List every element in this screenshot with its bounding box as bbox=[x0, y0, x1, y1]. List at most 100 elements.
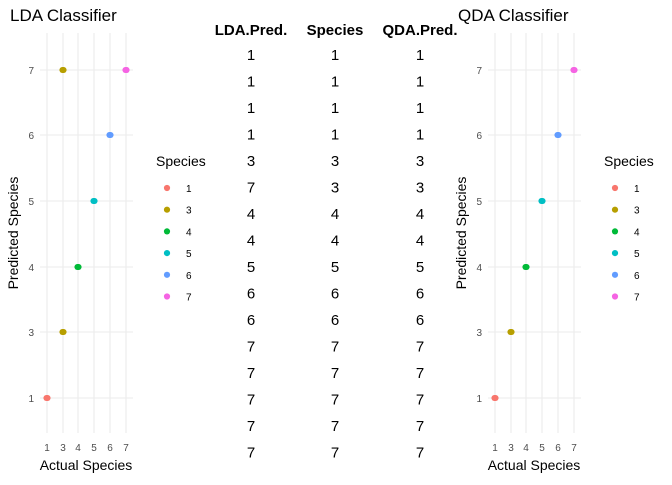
table-cell: 7 bbox=[331, 445, 339, 462]
table-cell: 1 bbox=[247, 100, 255, 117]
table-cell: 6 bbox=[331, 286, 339, 303]
qda-y-tick-label: 5 bbox=[476, 197, 482, 208]
qda-legend-label: 7 bbox=[634, 293, 640, 304]
qda-data-point bbox=[539, 198, 546, 204]
qda-legend-key bbox=[611, 293, 619, 300]
table-cell: 1 bbox=[416, 100, 424, 117]
table-cell: 4 bbox=[331, 206, 339, 223]
table-cell: 3 bbox=[416, 180, 424, 197]
lda-x-tick-label: 7 bbox=[123, 443, 129, 454]
table-cell: 1 bbox=[416, 47, 424, 64]
table-cell: 3 bbox=[331, 180, 339, 197]
table-cell: 1 bbox=[247, 127, 255, 144]
qda-y-tick-label: 7 bbox=[476, 66, 482, 77]
lda-y-tick-label: 3 bbox=[28, 328, 34, 339]
qda-legend-title: Species bbox=[604, 153, 654, 169]
table-cell: 1 bbox=[331, 74, 339, 91]
lda-legend-label: 1 bbox=[186, 184, 192, 195]
qda-legend-label: 3 bbox=[634, 206, 640, 217]
table-cell: 3 bbox=[247, 153, 255, 170]
table-cell: 7 bbox=[416, 418, 424, 435]
lda-legend-label: 4 bbox=[186, 227, 192, 238]
qda-legend-label: 5 bbox=[634, 249, 640, 260]
qda-x-tick-label: 5 bbox=[539, 443, 545, 454]
lda-x-tick-label: 6 bbox=[107, 443, 113, 454]
lda-data-point bbox=[91, 198, 98, 204]
qda-legend-key bbox=[611, 228, 619, 235]
table-cell: 7 bbox=[331, 339, 339, 356]
table-cell: 7 bbox=[331, 418, 339, 435]
lda-legend-title: Species bbox=[156, 153, 206, 169]
table-cell: 7 bbox=[247, 365, 255, 382]
lda-x-tick-label: 5 bbox=[91, 443, 97, 454]
lda-y-tick-label: 7 bbox=[28, 66, 34, 77]
lda-data-point bbox=[44, 395, 51, 401]
table-cell: 4 bbox=[416, 233, 424, 250]
table-cell: 1 bbox=[247, 74, 255, 91]
table-cell: 7 bbox=[247, 418, 255, 435]
qda-legend-label: 1 bbox=[634, 184, 640, 195]
table-column-header: Species bbox=[307, 22, 364, 39]
lda-x-tick-label: 3 bbox=[60, 443, 66, 454]
lda-data-point bbox=[107, 132, 114, 138]
lda-y-tick-label: 5 bbox=[28, 197, 34, 208]
table-cell: 7 bbox=[331, 392, 339, 409]
table-cell: 7 bbox=[416, 392, 424, 409]
table-cell: 3 bbox=[416, 153, 424, 170]
lda-y-tick-label: 1 bbox=[28, 394, 34, 405]
table-cell: 4 bbox=[416, 206, 424, 223]
qda-y-tick-label: 3 bbox=[476, 328, 482, 339]
qda-y-tick-label: 1 bbox=[476, 394, 482, 405]
table-cell: 6 bbox=[247, 286, 255, 303]
table-cell: 1 bbox=[331, 47, 339, 64]
qda-x-tick-label: 4 bbox=[523, 443, 529, 454]
qda-legend-key bbox=[611, 250, 619, 257]
lda-y-axis-label: Predicted Species bbox=[5, 177, 21, 290]
lda-x-axis-label: Actual Species bbox=[40, 457, 133, 473]
table-cell: 7 bbox=[416, 365, 424, 382]
qda-legend-label: 6 bbox=[634, 271, 640, 282]
table-cell: 7 bbox=[416, 339, 424, 356]
qda-x-tick-label: 3 bbox=[508, 443, 514, 454]
lda-legend-key bbox=[163, 250, 171, 257]
table-cell: 7 bbox=[247, 445, 255, 462]
table-cell: 6 bbox=[416, 286, 424, 303]
lda-title: LDA Classifier bbox=[10, 6, 117, 25]
qda-data-point bbox=[492, 395, 499, 401]
table-cell: 1 bbox=[416, 74, 424, 91]
qda-legend-label: 4 bbox=[634, 227, 640, 238]
table-cell: 1 bbox=[416, 127, 424, 144]
table-cell: 7 bbox=[247, 339, 255, 356]
qda-data-point bbox=[508, 329, 515, 335]
table-cell: 3 bbox=[331, 153, 339, 170]
qda-data-point bbox=[555, 132, 562, 138]
lda-x-tick-label: 1 bbox=[44, 443, 50, 454]
qda-legend-key bbox=[611, 271, 619, 278]
lda-legend-label: 7 bbox=[186, 293, 192, 304]
lda-data-point bbox=[60, 329, 67, 335]
table-cell: 1 bbox=[331, 127, 339, 144]
lda-data-point bbox=[75, 264, 82, 270]
table-cell: 7 bbox=[247, 180, 255, 197]
table-cell: 5 bbox=[247, 259, 255, 276]
table-cell: 7 bbox=[331, 365, 339, 382]
table-cell: 6 bbox=[247, 312, 255, 329]
qda-x-tick-label: 1 bbox=[492, 443, 498, 454]
table-cell: 6 bbox=[416, 312, 424, 329]
lda-data-point bbox=[60, 67, 67, 73]
table-cell: 1 bbox=[331, 100, 339, 117]
lda-y-tick-label: 6 bbox=[28, 131, 34, 142]
table-column-header: LDA.Pred. bbox=[215, 22, 288, 39]
lda-legend-label: 6 bbox=[186, 271, 192, 282]
lda-data-point bbox=[123, 67, 130, 73]
qda-data-point bbox=[523, 264, 530, 270]
table-cell: 6 bbox=[331, 312, 339, 329]
qda-data-point bbox=[571, 67, 578, 73]
qda-y-tick-label: 6 bbox=[476, 131, 482, 142]
table-cell: 4 bbox=[331, 233, 339, 250]
qda-y-axis-label: Predicted Species bbox=[453, 177, 469, 290]
table-column-header: QDA.Pred. bbox=[382, 22, 457, 39]
lda-legend-key bbox=[163, 206, 171, 213]
